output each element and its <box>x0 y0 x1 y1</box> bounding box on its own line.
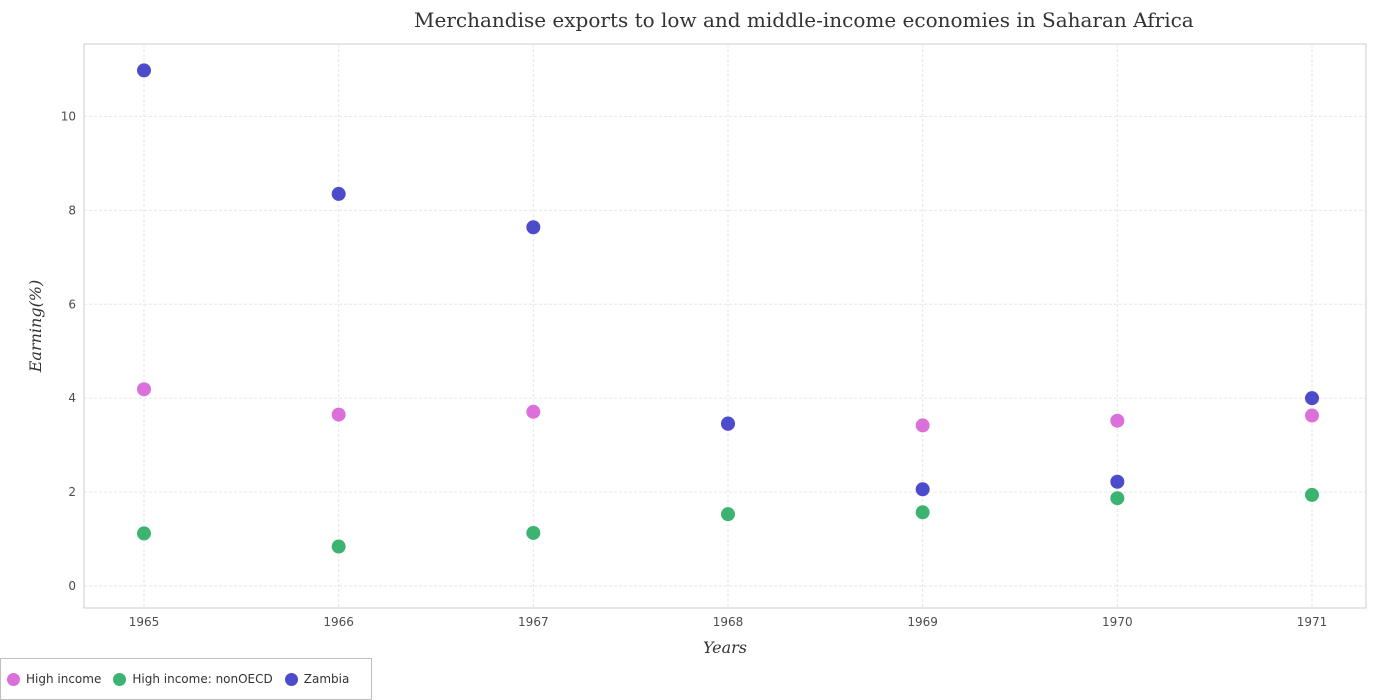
y-tick-label: 4 <box>68 391 76 405</box>
data-points <box>137 63 1319 554</box>
data-point-high-income-nonoecd-1966 <box>331 539 346 554</box>
chart-title: Merchandise exports to low and middle-in… <box>414 8 1194 32</box>
y-tick-label: 8 <box>68 203 76 217</box>
data-point-high-income-nonoecd-1971 <box>1305 487 1319 502</box>
data-point-high-income-nonoecd-1970 <box>1110 491 1125 506</box>
x-tick-label: 1968 <box>713 615 744 629</box>
y-tick-labels: 0 2 4 6 8 10 <box>61 109 76 593</box>
data-point-high-income-1971 <box>1305 408 1319 423</box>
x-tick-label: 1965 <box>129 615 160 629</box>
y-tick-label: 10 <box>61 109 76 123</box>
data-point-high-income-1970 <box>1110 413 1125 428</box>
x-tick-label: 1971 <box>1297 615 1328 629</box>
legend-swatch-high-income <box>7 672 20 686</box>
x-axis-title: Years <box>703 638 747 657</box>
plot-area <box>83 43 1367 609</box>
y-axis-title: Earning(%) <box>26 280 45 374</box>
data-point-zambia-1968 <box>721 416 735 431</box>
data-point-high-income-nonoecd-1965 <box>137 526 151 541</box>
legend-item-zambia: Zambia <box>284 672 350 686</box>
y-tick-label: 2 <box>68 485 76 499</box>
x-tick-label: 1969 <box>907 615 938 629</box>
legend-label-high-income-nonoecd: High income: nonOECD <box>132 672 273 686</box>
data-point-high-income-1966 <box>331 407 346 422</box>
legend-label-high-income: High income <box>26 672 102 686</box>
data-point-zambia-1969 <box>915 482 930 497</box>
y-tick-label: 0 <box>68 579 76 593</box>
legend: High income High income: nonOECD Zambia <box>0 658 373 700</box>
legend-swatch-high-income-nonoecd <box>113 672 127 686</box>
x-tick-labels: 1965 1966 1967 1968 1969 1970 1971 <box>129 615 1328 629</box>
data-point-zambia-1970 <box>1110 474 1125 489</box>
legend-swatch-zambia <box>284 672 298 686</box>
data-point-zambia-1966 <box>331 186 346 201</box>
data-point-zambia-1971 <box>1305 391 1319 406</box>
data-point-high-income-nonoecd-1968 <box>721 507 735 522</box>
x-tick-label: 1970 <box>1102 615 1133 629</box>
data-point-high-income-1969 <box>915 418 930 433</box>
legend-label-zambia: Zambia <box>303 672 350 686</box>
data-point-high-income-nonoecd-1967 <box>526 525 541 540</box>
legend-item-high-income-nonoecd: High income: nonOECD <box>113 672 273 686</box>
data-point-high-income-1965 <box>137 382 151 397</box>
y-tick-label: 6 <box>68 297 76 311</box>
x-tick-label: 1967 <box>518 615 549 629</box>
legend-item-high-income: High income <box>7 672 101 686</box>
data-point-high-income-nonoecd-1969 <box>915 505 930 520</box>
data-point-zambia-1965 <box>137 63 151 78</box>
data-point-high-income-1967 <box>526 404 541 419</box>
data-point-zambia-1967 <box>526 220 541 235</box>
x-tick-label: 1966 <box>323 615 354 629</box>
